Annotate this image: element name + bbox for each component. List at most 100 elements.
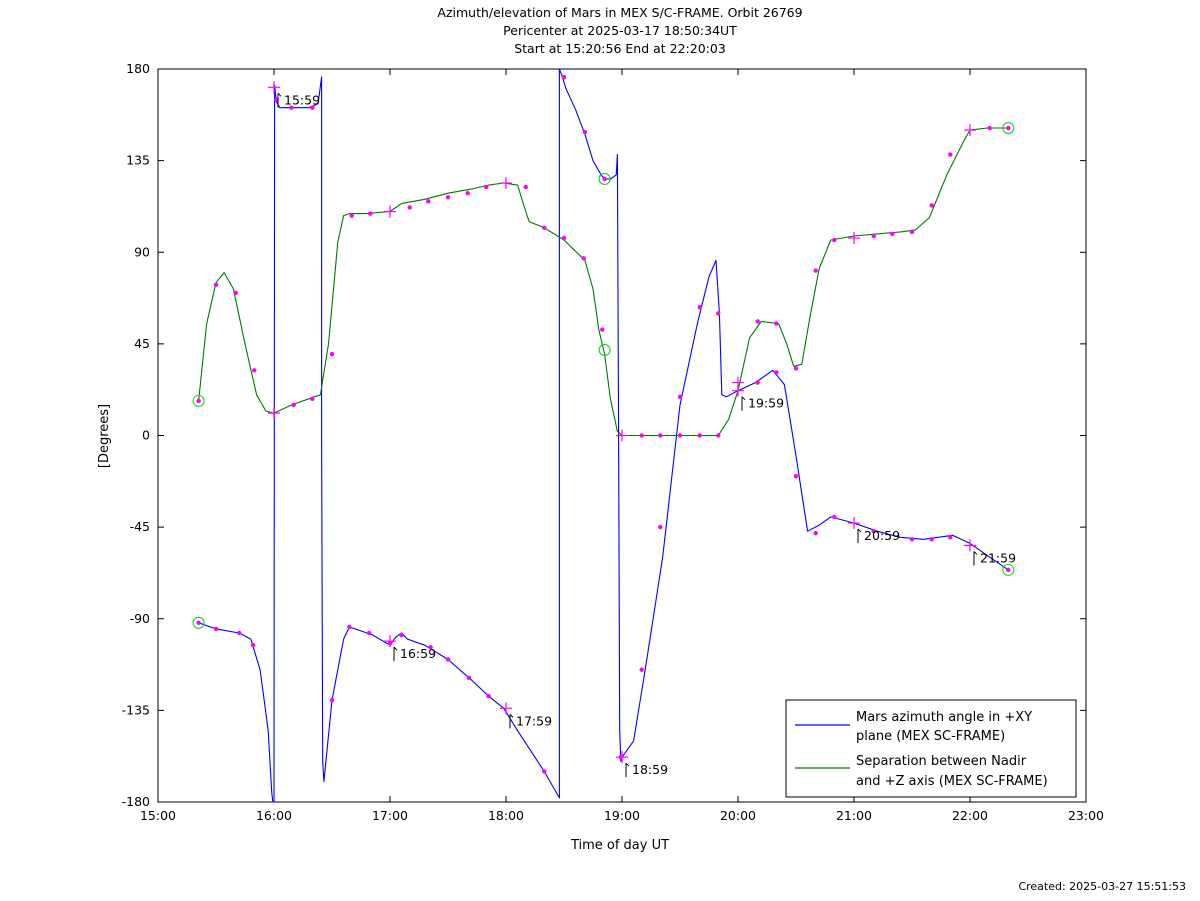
chart-title: Azimuth/elevation of Mars in MEX S/C-FRA… xyxy=(437,5,803,20)
azimuth-point-marker xyxy=(677,394,683,400)
separation-point-marker xyxy=(561,235,567,241)
separation-point-marker xyxy=(310,396,315,402)
azimuth-point-marker xyxy=(813,531,818,536)
y-tick-label: -90 xyxy=(130,611,150,626)
marker-layer xyxy=(192,74,1015,774)
x-tick-label: 18:00 xyxy=(488,808,524,823)
y-tick-label: 90 xyxy=(134,244,150,259)
azimuth-point-marker xyxy=(237,630,242,636)
azimuth-point-marker xyxy=(658,524,663,530)
azimuth-point-marker xyxy=(716,311,721,316)
separation-point-marker xyxy=(426,199,431,204)
azimuth-point-marker xyxy=(755,380,760,385)
annotation-arrow xyxy=(393,646,398,651)
x-tick-label: 23:00 xyxy=(1068,808,1104,823)
annotation-arrow xyxy=(857,528,862,533)
separation-point-marker xyxy=(987,125,992,131)
separation-point-marker xyxy=(407,205,412,210)
separation-point-marker xyxy=(445,195,451,200)
azimuth-point-marker xyxy=(909,537,915,542)
endpoint-circle-marker xyxy=(598,343,611,357)
separation-point-marker xyxy=(213,282,219,288)
azimuth-point-marker xyxy=(399,632,404,638)
azimuth-point-marker xyxy=(310,105,315,110)
separation-point-marker xyxy=(542,225,547,231)
series-layer xyxy=(198,68,1009,803)
separation-point-marker xyxy=(600,327,605,332)
legend-label-separation-line1: Separation between Nadir xyxy=(856,754,1027,769)
x-tick-label: 21:00 xyxy=(836,808,872,823)
azimuth-point-marker xyxy=(1006,567,1011,573)
chart-subtitle-pericenter: Pericenter at 2025-03-17 18:50:34UT xyxy=(503,23,737,38)
endpoint-circle-marker xyxy=(1002,563,1015,576)
legend: Mars azimuth angle in +XY plane (MEX SC-… xyxy=(785,699,1077,798)
endpoint-circle-marker xyxy=(1002,121,1015,135)
annotation-arrow xyxy=(741,396,746,401)
separation-point-marker xyxy=(948,152,953,157)
azimuth-point-marker xyxy=(196,620,201,626)
annotation-label: 20:59 xyxy=(864,528,900,543)
azimuth-point-marker xyxy=(948,535,953,540)
azimuth-point-marker xyxy=(561,74,567,80)
y-tick-label: -180 xyxy=(122,794,150,809)
separation-point-marker xyxy=(639,433,644,438)
separation-point-marker xyxy=(832,237,837,243)
azimuth-point-marker xyxy=(428,645,433,650)
azimuth-point-marker xyxy=(871,528,876,534)
x-tick-label: 22:00 xyxy=(952,808,988,823)
azimuth-point-marker xyxy=(929,537,934,542)
separation-point-marker xyxy=(909,229,915,235)
separation-point-marker xyxy=(252,368,257,373)
separation-point-marker xyxy=(523,184,528,190)
y-axis-label: [Degrees] xyxy=(97,404,112,468)
azimuth-point-marker xyxy=(486,693,491,699)
annotation-label: 21:59 xyxy=(980,550,1016,565)
y-tick-label: 0 xyxy=(142,428,150,443)
azimuth-point-marker xyxy=(250,643,256,648)
azimuth-point-marker xyxy=(347,624,352,630)
x-tick-label: 20:00 xyxy=(720,808,756,823)
separation-point-marker xyxy=(929,203,934,208)
y-tick-label: 45 xyxy=(134,336,150,351)
separation-point-marker xyxy=(465,191,470,196)
separation-point-marker xyxy=(658,433,663,438)
azimuth-point-marker xyxy=(213,626,219,632)
separation-point-marker xyxy=(291,402,296,408)
azimuth-point-marker xyxy=(466,675,472,680)
legend-label-azimuth-line2: plane (MEX SC-FRAME) xyxy=(856,729,1005,744)
azimuth-point-marker xyxy=(793,474,799,479)
axis-ticks: 15:00 16:00 17:00 18:00 19:00 20:00 21:00 22:00… xyxy=(122,61,1104,823)
separation-point-marker xyxy=(755,319,760,324)
separation-point-marker xyxy=(581,256,586,261)
x-tick-label: 17:00 xyxy=(372,808,408,823)
annotation-label: 16:59 xyxy=(400,646,436,661)
separation-point-marker xyxy=(196,398,201,404)
separation-point-marker xyxy=(368,211,373,216)
annotation-arrow xyxy=(625,762,630,767)
separation-point-marker xyxy=(716,433,721,438)
azimuth-point-marker xyxy=(832,514,837,520)
azimuth-point-marker xyxy=(366,630,372,636)
x-tick-label: 15:00 xyxy=(140,808,176,823)
y-tick-label: -135 xyxy=(122,702,150,717)
endpoint-circle-marker xyxy=(598,172,611,185)
y-tick-label: -45 xyxy=(130,519,150,534)
azimuth-point-marker xyxy=(274,97,279,102)
azimuth-point-marker xyxy=(602,176,607,182)
series-line-separation xyxy=(198,127,1009,437)
y-tick-label: 180 xyxy=(126,61,150,76)
azimuth-point-marker xyxy=(445,657,451,662)
legend-label-separation-line2: and +Z axis (MEX SC-FRAME) xyxy=(856,774,1048,789)
legend-label-azimuth-line1: Mars azimuth angle in +XY xyxy=(856,710,1032,725)
created-timestamp: Created: 2025-03-27 15:51:53 xyxy=(1018,880,1186,893)
azimuth-point-marker xyxy=(582,129,588,135)
azimuth-point-marker xyxy=(329,697,335,703)
separation-point-marker xyxy=(329,351,335,357)
separation-point-marker xyxy=(349,213,354,218)
endpoint-circle-marker xyxy=(192,394,205,407)
azimuth-point-marker xyxy=(542,769,547,774)
separation-point-marker xyxy=(813,268,818,273)
x-tick-label: 19:00 xyxy=(604,808,640,823)
separation-point-marker xyxy=(1006,125,1011,131)
